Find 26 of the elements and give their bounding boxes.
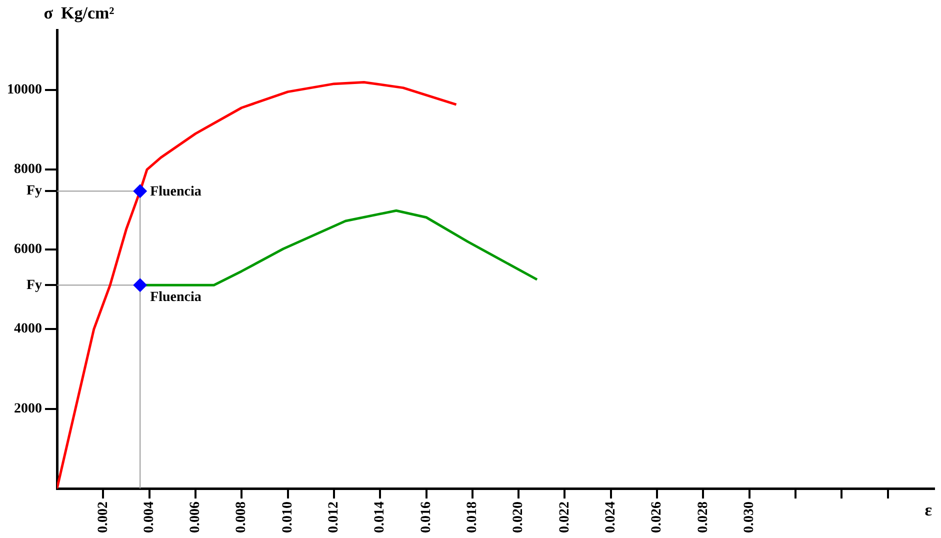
x-tick-label: 0.020 [511, 502, 526, 533]
x-tick-label: 0.014 [372, 502, 388, 533]
x-tick-label: 0.030 [742, 502, 757, 533]
y-tick-label: 8000 [14, 162, 42, 178]
x-tick-label: 0.010 [280, 502, 296, 533]
y-tick-label: 6000 [14, 242, 42, 257]
y-axis-title: σ Kg/cm² [44, 3, 114, 22]
x-tick-label: 0.024 [604, 502, 619, 533]
y-tick-label: 10000 [7, 82, 42, 98]
y-tick-label: 2000 [14, 401, 42, 416]
y-tick-label: 4000 [14, 322, 42, 337]
x-tick-label: 0.016 [418, 502, 434, 533]
y-tick-label: Fy [26, 278, 42, 293]
x-tick-label: 0.006 [188, 502, 204, 533]
x-tick-label: 0.018 [465, 502, 480, 533]
x-axis-title: ε [924, 500, 932, 520]
annotation: Fluencia [150, 290, 202, 305]
annotation: Fluencia [150, 184, 202, 200]
y-tick-label: Fy [26, 184, 42, 199]
x-tick-label: 0.004 [142, 502, 157, 533]
x-tick-label: 0.002 [96, 502, 111, 533]
x-tick-label: 0.026 [650, 502, 665, 533]
x-tick-label: 0.008 [234, 502, 250, 533]
x-tick-label: 0.028 [696, 502, 711, 533]
x-tick-label: 0.012 [326, 502, 342, 533]
x-tick-label: 0.022 [557, 502, 572, 533]
